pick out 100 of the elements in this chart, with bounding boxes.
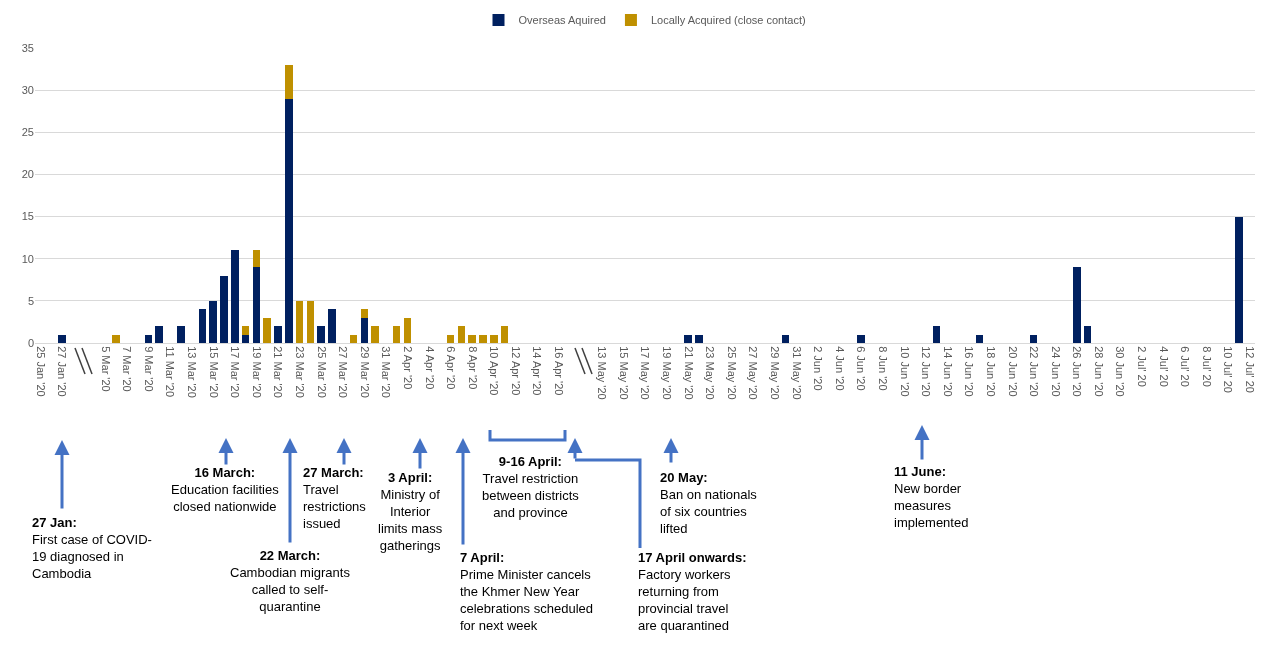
bar: [328, 309, 336, 343]
bar: [479, 334, 487, 343]
bar: [317, 326, 325, 343]
x-tick-label: 2 Jun '20: [812, 346, 825, 391]
x-tick-label: 6 Jul' 20: [1179, 346, 1192, 387]
bar: [209, 300, 217, 343]
x-tick-label: 8 Jul' 20: [1200, 346, 1213, 387]
bar: [284, 98, 293, 343]
bar: [252, 250, 261, 268]
x-tick-label: 10 Apr '20: [488, 346, 501, 396]
bar: [155, 326, 163, 343]
x-tick-label: 4 Jun '20: [833, 346, 846, 391]
bar: [176, 326, 185, 343]
x-tick-label: 13 Mar '20: [185, 346, 198, 398]
x-tick-label: 29 Mar '20: [358, 346, 371, 398]
text: 17 April onwards: Factory workers returning from provincial travel are quarantined: [638, 550, 747, 633]
x-tick-label: 2 Apr '20: [401, 346, 414, 390]
x-tick-label: 12 Jul' 20: [1244, 346, 1257, 393]
text: 27 March: Travel restrictions issued: [303, 465, 367, 531]
x-tick-label: 7 Mar '20: [121, 346, 134, 392]
x-tick-label: 26 Jun '20: [1071, 346, 1084, 397]
x-tick-label: 12 Apr '20: [509, 346, 522, 396]
bar: [274, 326, 282, 343]
x-tick-label: 24 Jun '20: [1049, 346, 1062, 397]
legend-label: Overseas Aquired: [518, 14, 606, 27]
x-tick-label: 25 Mar '20: [315, 346, 328, 398]
bar: [403, 317, 412, 343]
x-tick-label: 6 Jun '20: [855, 346, 868, 391]
x-tick-label: 11 Mar '20: [164, 346, 177, 398]
x-tick-label: 23 Mar '20: [293, 346, 306, 398]
y-tick-label: 15: [21, 210, 34, 223]
x-tick-label: 8 Apr '20: [466, 346, 479, 390]
x-tick-label: 12 Jun '20: [920, 346, 933, 397]
x-tick-label: 16 Jun '20: [963, 346, 976, 397]
x-tick-label: 17 May '20: [639, 346, 652, 400]
x-tick-label: 9 Mar '20: [142, 346, 155, 392]
text: 7 April: Prime Minister cancels the Khmer New Year celebrations scheduled for next week: [460, 550, 593, 633]
y-tick-label: 20: [21, 168, 34, 181]
bar: [857, 334, 865, 343]
text: 9-16 April: Travel restriction between districts and province: [482, 454, 580, 520]
x-tick-label: 25 May '20: [725, 346, 738, 400]
x-tick-label: 28 Jun '20: [1092, 346, 1105, 397]
bar: [371, 326, 379, 343]
bar: [58, 334, 66, 343]
y-tick-label: 35: [21, 41, 34, 54]
bar: [1235, 216, 1243, 343]
y-tick-label: 5: [27, 294, 34, 307]
bar: [468, 334, 477, 343]
x-tick-label: 19 Mar '20: [250, 346, 263, 398]
bar: [263, 317, 271, 343]
x-tick-label: 29 May '20: [768, 346, 781, 400]
bar: [241, 326, 250, 335]
bar: [1073, 267, 1081, 343]
x-tick-label: 6 Apr '20: [445, 346, 458, 390]
text: 22 March: Cambodian migrants called to self- quarantine: [230, 548, 351, 614]
bar: [695, 334, 703, 343]
legend-label: Locally Acquired (close contact): [650, 14, 806, 27]
x-tick-label: 18 Jun '20: [984, 346, 997, 397]
x-tick-label: 21 May '20: [682, 346, 695, 400]
bar: [198, 309, 207, 343]
text: 20 May: Ban on nationals of six countries lifted: [660, 470, 758, 536]
y-tick-label: 10: [21, 252, 34, 265]
x-tick-label: 14 Jun '20: [941, 346, 954, 397]
x-tick-label: 14 Apr '20: [531, 346, 544, 396]
text: 27 Jan: First case of COVID- 19 diagnosed in Cambodia: [32, 515, 152, 581]
bar: [284, 64, 293, 99]
x-tick-label: 30 Jun '20: [1114, 346, 1127, 397]
bar: [295, 300, 304, 343]
y-tick-label: 30: [21, 83, 34, 96]
x-tick-label: 8 Jun '20: [876, 346, 889, 391]
x-tick-label: 4 Jul' 20: [1157, 346, 1170, 387]
bar: [220, 275, 228, 343]
x-tick-label: 17 Mar '20: [229, 346, 242, 398]
text: 16 March: Education facilities closed nationwide: [171, 465, 280, 514]
bar: [392, 326, 401, 343]
bar: [252, 267, 261, 343]
x-tick-label: 31 Mar '20: [380, 346, 393, 398]
x-tick-label: 27 Jan '20: [56, 346, 69, 397]
x-tick-label: 20 Jun '20: [1006, 346, 1019, 397]
x-tick-label: 15 May '20: [617, 346, 630, 400]
bar: [1083, 326, 1092, 343]
x-tick-label: 27 Mar '20: [337, 346, 350, 398]
bar: [230, 250, 239, 343]
x-tick-label: 5 Mar '20: [99, 346, 112, 392]
bar: [360, 309, 369, 318]
x-tick-label: 21 Mar '20: [272, 346, 285, 398]
x-tick-label: 19 May '20: [661, 346, 674, 400]
x-tick-label: 4 Apr '20: [423, 346, 436, 390]
x-tick-label: 27 May '20: [747, 346, 760, 400]
bar: [306, 300, 315, 343]
text: 3 April: Ministry of Interior limits mass gatherings: [378, 470, 443, 553]
x-tick-label: 13 May '20: [596, 346, 609, 400]
bar: [932, 326, 941, 343]
x-tick-label: 15 Mar '20: [207, 346, 220, 398]
x-tick-label: 2 Jul' 20: [1136, 346, 1149, 387]
x-tick-label: 10 Jul' 20: [1222, 346, 1235, 393]
bar: [112, 334, 120, 343]
x-tick-label: 16 Apr '20: [553, 346, 566, 396]
x-tick-label: 25 Jan '20: [34, 346, 47, 397]
x-tick-label: 22 Jun '20: [1028, 346, 1041, 397]
